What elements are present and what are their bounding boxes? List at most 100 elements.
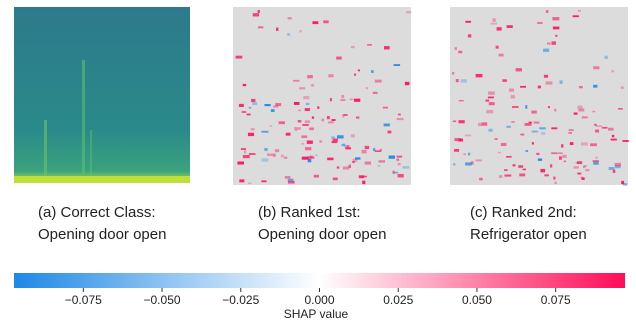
shap-point xyxy=(490,23,497,25)
shap-point xyxy=(330,98,332,101)
shap-point xyxy=(365,146,369,149)
shap-point xyxy=(366,87,368,89)
shap-point xyxy=(258,10,260,13)
shap-point xyxy=(595,157,597,159)
shap-point xyxy=(578,108,584,111)
shap-point xyxy=(562,155,566,158)
shap-point xyxy=(379,160,386,162)
shap-point xyxy=(362,181,365,184)
shap-point xyxy=(605,56,608,59)
shap-point xyxy=(307,140,313,143)
shap-point xyxy=(249,107,251,109)
shap-point xyxy=(581,142,588,145)
shap-point xyxy=(342,114,344,117)
shap-point xyxy=(458,139,463,142)
shap-point xyxy=(506,126,510,128)
shap-point xyxy=(573,15,579,17)
shap-point xyxy=(271,109,275,112)
shap-point xyxy=(371,70,374,73)
shap-point xyxy=(239,104,244,107)
shap-point xyxy=(532,131,538,133)
panel-caption: (a) Correct Class: xyxy=(38,204,156,221)
shap-point xyxy=(468,153,470,156)
shap-point xyxy=(513,164,516,166)
shap-point xyxy=(554,182,556,184)
shap-point xyxy=(485,99,489,101)
shap-point xyxy=(576,162,582,164)
shap-point xyxy=(394,64,401,66)
shap-point xyxy=(595,130,599,133)
shap-point xyxy=(309,128,314,131)
shap-point xyxy=(286,133,291,136)
shap-point xyxy=(337,135,344,138)
shap-point xyxy=(288,179,294,182)
shap-point xyxy=(520,86,526,88)
shap-point xyxy=(331,136,335,138)
shap-point xyxy=(269,125,272,127)
shap-point xyxy=(608,128,614,131)
shap-map xyxy=(233,7,411,185)
shap-point xyxy=(392,171,394,174)
shap-point xyxy=(512,106,519,108)
shap-point xyxy=(246,114,250,116)
panel-caption: Refrigerator open xyxy=(470,226,587,243)
shap-point xyxy=(532,142,534,144)
shap-point xyxy=(389,156,395,159)
shap-point xyxy=(593,85,597,88)
shap-point xyxy=(478,123,482,126)
shap-point xyxy=(612,135,614,137)
shap-point xyxy=(544,75,548,78)
shap-point xyxy=(398,114,401,116)
shap-point xyxy=(343,166,349,169)
shap-point xyxy=(362,150,367,153)
shap-point xyxy=(486,110,493,113)
shap-point xyxy=(249,153,256,155)
shap-point xyxy=(244,150,246,153)
panel-caption: Opening door open xyxy=(258,226,386,243)
shap-point xyxy=(350,99,353,101)
shap-point xyxy=(543,49,549,52)
shap-point xyxy=(533,122,539,124)
shap-point xyxy=(596,125,602,127)
shap-point xyxy=(584,165,587,167)
shap-point xyxy=(476,159,482,161)
shap-point xyxy=(476,74,483,77)
shap-point xyxy=(327,158,333,161)
shap-point xyxy=(511,95,515,98)
shap-point xyxy=(544,174,549,176)
shap-point xyxy=(553,177,555,180)
shap-point xyxy=(496,46,499,49)
shap-point xyxy=(511,121,514,123)
shap-point xyxy=(492,18,495,21)
shap-point xyxy=(375,80,382,83)
shap-point xyxy=(251,128,255,130)
shap-point xyxy=(299,30,302,32)
shap-point xyxy=(578,10,581,12)
shap-point xyxy=(538,86,541,89)
shap-point xyxy=(340,99,345,101)
shap-point xyxy=(520,134,524,136)
shap-point xyxy=(299,87,305,89)
shap-point xyxy=(288,17,292,19)
tick-label: −0.050 xyxy=(144,293,181,307)
shap-point xyxy=(406,11,411,13)
shap-point xyxy=(319,140,322,142)
shap-point xyxy=(498,152,501,154)
shap-point xyxy=(405,82,409,85)
shap-point xyxy=(388,131,392,134)
shap-point xyxy=(305,120,310,123)
shap-point xyxy=(252,102,257,105)
shap-point xyxy=(582,177,585,180)
shap-point xyxy=(579,86,583,88)
shap-point xyxy=(384,124,390,127)
shap-point xyxy=(548,106,550,108)
shap-point xyxy=(306,103,310,105)
shap-point xyxy=(501,143,507,146)
shap-point xyxy=(621,86,624,88)
shap-point xyxy=(397,118,404,120)
shap-point xyxy=(560,80,563,83)
shap-point xyxy=(341,95,344,98)
shap-point xyxy=(243,155,250,158)
shap-point xyxy=(302,143,305,145)
shap-point xyxy=(333,139,338,142)
